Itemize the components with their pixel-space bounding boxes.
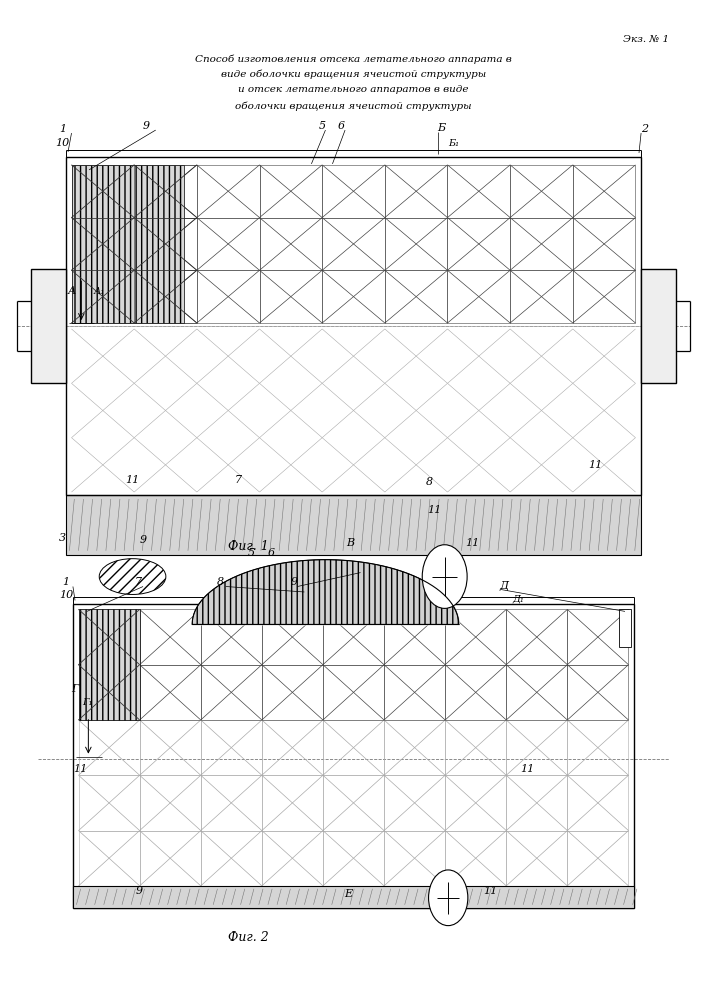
Text: 6: 6 [338,121,345,131]
Text: Е: Е [344,889,352,899]
Bar [31,269,66,383]
Text: 8: 8 [216,577,224,587]
Bar [73,886,634,908]
Text: 9: 9 [139,535,146,545]
Bar [78,609,140,720]
Circle shape [428,870,468,926]
Text: А₁: А₁ [94,287,105,296]
Text: 11: 11 [427,505,441,515]
Text: 8: 8 [426,477,433,487]
Text: Фиг. 2: Фиг. 2 [228,931,269,944]
Text: 1: 1 [59,124,66,134]
Text: Д: Д [500,581,509,591]
Text: Б₁: Б₁ [448,139,460,148]
Text: 3: 3 [59,533,66,543]
Text: 6: 6 [268,548,275,558]
Text: 10: 10 [55,138,69,148]
Text: 1: 1 [62,577,69,587]
Text: 11: 11 [466,538,480,548]
Text: 7: 7 [134,577,141,587]
Text: 7: 7 [234,475,241,485]
Bar [71,165,185,323]
Polygon shape [192,560,459,624]
Text: 11: 11 [73,764,87,774]
Text: 11: 11 [483,886,498,896]
Ellipse shape [99,559,166,594]
Text: 5: 5 [318,121,325,131]
Text: Б: Б [437,123,445,133]
Text: 11: 11 [520,764,534,774]
Text: 9: 9 [291,577,298,587]
Text: Фиг. 1: Фиг. 1 [228,540,269,553]
Text: 11: 11 [125,475,140,485]
Bar [66,495,641,555]
Bar [619,609,631,647]
Text: 9: 9 [143,121,150,131]
Circle shape [422,545,467,608]
Text: оболочки вращения ячеистой структуры: оболочки вращения ячеистой структуры [235,101,472,111]
Text: 2: 2 [641,124,648,134]
Bar [641,269,676,383]
Text: Г: Г [71,684,78,694]
Text: Экз. № 1: Экз. № 1 [623,35,669,44]
Text: Д₁: Д₁ [513,595,524,604]
Text: виде оболочки вращения ячеистой структуры: виде оболочки вращения ячеистой структур… [221,69,486,79]
Text: Способ изготовления отсека летательного аппарата в: Способ изготовления отсека летательного … [195,54,512,64]
Text: В: В [346,538,354,548]
Text: 11: 11 [588,460,602,470]
Bar [73,604,634,908]
Text: 9: 9 [136,886,143,896]
Bar [66,157,641,495]
Text: и отсек летательного аппаратов в виде: и отсек летательного аппаратов в виде [238,85,469,94]
Text: А: А [67,286,76,296]
Text: 10: 10 [59,590,73,600]
Text: Г₁: Г₁ [82,698,92,707]
Text: 5: 5 [248,548,255,558]
